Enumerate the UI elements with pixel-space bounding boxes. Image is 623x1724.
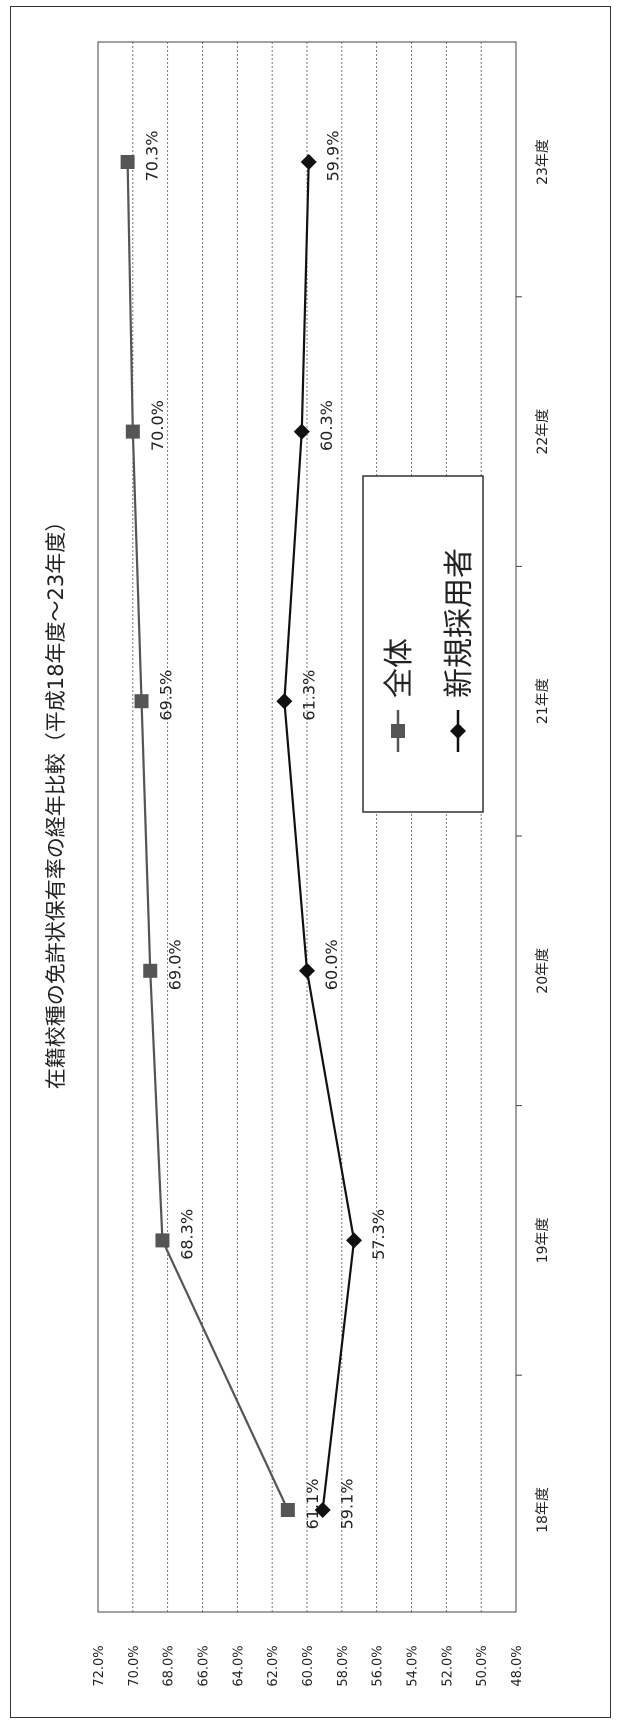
- y-tick-label: 68.0%: [162, 1645, 177, 1686]
- data-point-diamond: [346, 1232, 363, 1249]
- data-point-diamond: [293, 423, 310, 440]
- y-tick-label: 66.0%: [197, 1645, 212, 1686]
- data-point-square: [155, 1233, 170, 1248]
- legend-label: 新規採用者: [442, 548, 477, 698]
- data-point-square: [120, 155, 135, 169]
- data-label: 59.9%: [324, 131, 343, 182]
- y-tick-label: 70.0%: [127, 1645, 142, 1686]
- data-point-square: [143, 963, 158, 978]
- data-point-square: [280, 1503, 295, 1517]
- y-tick-label: 48.0%: [510, 1645, 525, 1686]
- series-line-2: [283, 161, 356, 1511]
- series-line-1: [126, 161, 289, 1511]
- category-label: 21年度: [535, 678, 551, 724]
- data-point-square: [125, 424, 140, 439]
- chart-title: 在籍校種の免許状保有率の経年比較（平成18年度～23年度）: [44, 511, 68, 1089]
- data-label: 61.1%: [303, 1479, 322, 1530]
- data-label: 70.3%: [143, 131, 162, 182]
- y-tick-label: 56.0%: [371, 1645, 386, 1686]
- y-tick-label: 50.0%: [475, 1645, 490, 1686]
- data-label: 60.3%: [317, 400, 336, 451]
- data-label: 61.3%: [299, 670, 318, 721]
- y-tick-label: 54.0%: [406, 1645, 421, 1686]
- data-point-diamond: [314, 1502, 331, 1518]
- category-label: 18年度: [535, 1487, 551, 1533]
- category-label: 20年度: [535, 948, 551, 994]
- legend-marker-diamond: [450, 723, 466, 739]
- data-label: 60.0%: [322, 939, 341, 990]
- y-tick-label: 60.0%: [301, 1645, 316, 1686]
- data-label: 59.1%: [338, 1479, 357, 1530]
- category-label: 23年度: [535, 139, 551, 185]
- data-point-diamond: [300, 154, 317, 170]
- category-label: 19年度: [535, 1217, 551, 1263]
- data-point-square: [134, 694, 149, 709]
- y-tick-label: 58.0%: [336, 1645, 351, 1686]
- legend-label: 全体: [382, 638, 417, 698]
- legend-marker-square: [391, 724, 405, 738]
- data-label: 68.3%: [177, 1209, 196, 1260]
- y-tick-label: 72.0%: [92, 1645, 107, 1686]
- data-label: 69.0%: [165, 939, 184, 990]
- y-tick-label: 52.0%: [440, 1645, 455, 1686]
- y-tick-label: 64.0%: [231, 1645, 246, 1686]
- data-label: 69.5%: [157, 670, 176, 721]
- category-label: 22年度: [535, 409, 551, 455]
- data-label: 57.3%: [369, 1209, 388, 1260]
- data-point-diamond: [276, 693, 293, 710]
- data-label: 70.0%: [148, 400, 167, 451]
- data-point-diamond: [299, 962, 315, 979]
- legend: [362, 475, 484, 813]
- y-tick-label: 62.0%: [266, 1645, 281, 1686]
